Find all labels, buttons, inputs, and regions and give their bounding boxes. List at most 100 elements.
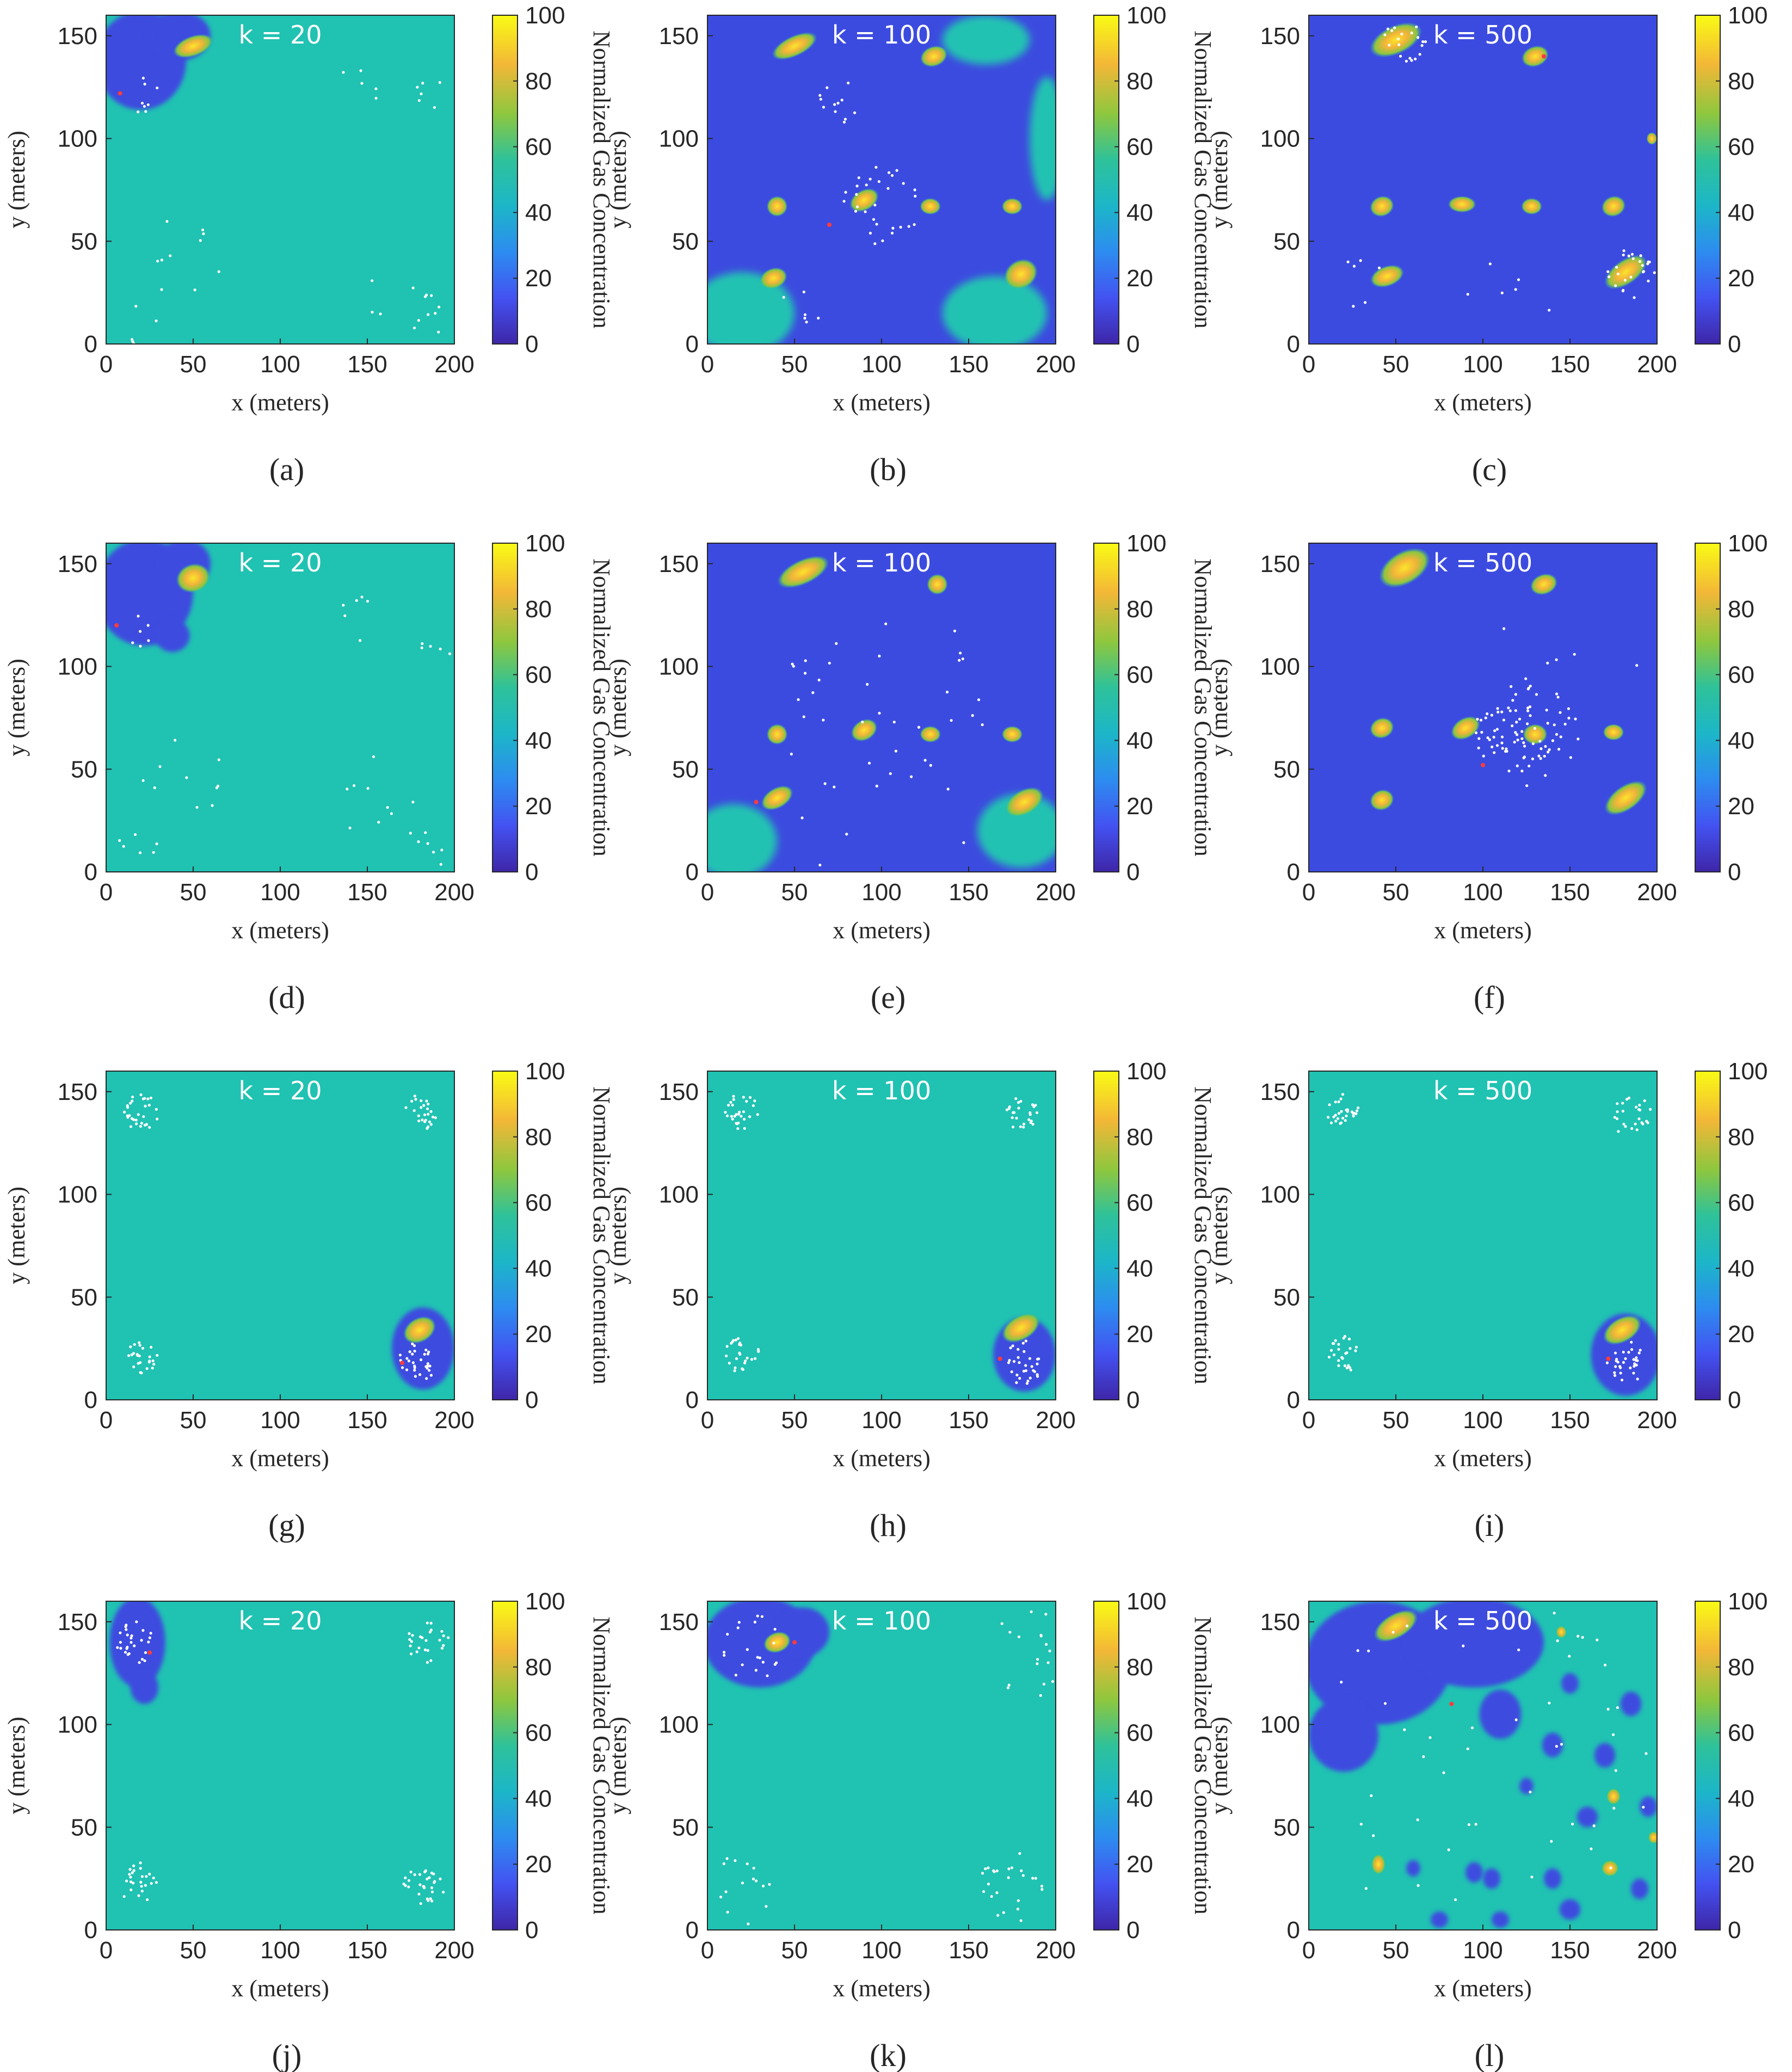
sensor-dot [130,1888,133,1891]
sensor-dot [1608,275,1611,279]
sensor-dot [1337,1343,1340,1346]
sensor-dot [440,1630,444,1633]
sensor-dot [1044,1613,1048,1616]
sensor-dot [1350,1110,1354,1114]
sensor-dot [422,1104,426,1107]
sensor-dot [1614,284,1617,287]
sensor-dot [836,101,840,105]
sensor-dot [1505,747,1508,751]
sensor-dot [756,1113,759,1116]
sensor-dot [756,1656,759,1659]
hotspot [1530,573,1557,595]
sensor-dot [437,330,440,334]
sensor-dot [1629,275,1633,279]
sensor-dot [1567,716,1571,720]
sensor-dot [137,1362,140,1365]
x-tick-label: 50 [781,1407,808,1434]
sensor-dot [155,1108,158,1111]
heatmap-field [106,543,454,872]
x-tick-label: 150 [949,879,988,906]
sensor-dot [719,1895,723,1899]
hotspot [766,196,788,217]
sensor-dot [130,1634,133,1638]
sensor-dot [407,1879,411,1882]
sensor-dot [146,103,150,107]
sensor-dot [1341,1093,1345,1096]
hotspot [1556,1626,1567,1638]
sensor-dot [409,832,412,835]
sensor-dot [744,1359,747,1363]
sensor-dot [1342,1337,1345,1340]
y-tick-label: 50 [71,1814,97,1841]
sensor-dot [211,804,214,807]
sensor-dot [1010,1370,1013,1374]
sensor-dot [877,180,880,183]
sensor-dot [1638,1109,1642,1112]
source-marker [997,1356,1002,1361]
sensor-dot [202,232,205,236]
panel-caption: (l) [1475,2038,1505,2072]
sensor-dot [1516,739,1519,742]
sensor-dot [946,691,949,694]
sensor-dot [1639,1349,1642,1352]
sensor-dot [404,1876,407,1879]
sensor-dot [724,1110,727,1114]
sensor-dot [1036,1662,1039,1665]
sensor-dot [1495,744,1499,747]
sensor-dot [131,340,134,343]
sensor-dot [141,1347,145,1350]
x-tick-label: 50 [781,1937,808,1964]
sensor-dot [1007,1683,1011,1687]
colorbar-label: Normalized Gas Concentration [1190,558,1216,856]
sensor-dot [746,1862,749,1866]
sensor-dot [417,1119,421,1123]
sensor-dot [1019,1099,1023,1103]
sensor-dot [1022,1126,1025,1129]
colorbar-tick-label: 0 [1126,859,1140,886]
sensor-dot [149,1632,152,1635]
sensor-dot [842,200,846,203]
sensor-dot [428,1120,432,1123]
sensor-dot [1490,714,1493,717]
colorbar-tick-label: 0 [1728,859,1741,886]
sensor-dot [423,295,427,298]
sensor-dot [137,110,140,114]
sensor-dot [842,120,846,124]
sensor-dot [889,772,892,776]
sensor-dot [1354,1345,1358,1349]
sensor-dot [822,106,826,109]
sensor-dot [1326,1116,1330,1119]
colorbar-tick-label: 0 [1126,1387,1140,1413]
sensor-dot [1015,1373,1019,1376]
sensor-dot [132,1882,135,1885]
hotspot [920,725,941,743]
sensor-dot [1606,270,1610,273]
colorbar-label: Normalized Gas Concentration [588,558,615,856]
sensor-dot [1531,742,1535,746]
colorbar [492,1601,518,1930]
sensor-dot [1486,712,1489,716]
sensor-dot [408,1632,411,1636]
low-concentration-region [109,1601,165,1688]
y-axis-label: y (meters) [3,131,30,229]
hotspot [1370,789,1394,811]
sensor-dot [1410,31,1413,35]
x-tick-label: 50 [1383,879,1409,906]
sensor-dot [128,1873,131,1876]
sensor-dot [136,1352,139,1356]
x-tick-label: 50 [1383,351,1409,378]
sensor-dot [840,99,843,102]
iteration-label: k = 20 [239,1606,322,1636]
sensor-dot [144,1884,147,1887]
sensor-dot [1543,754,1546,758]
sensor-dot [141,76,145,80]
sensor-dot [1337,1112,1341,1115]
sensor-dot [875,223,878,226]
sensor-dot [426,1621,429,1625]
x-tick-label: 200 [1036,351,1075,378]
sensor-dot [417,318,420,322]
sensor-dot [423,1870,427,1873]
